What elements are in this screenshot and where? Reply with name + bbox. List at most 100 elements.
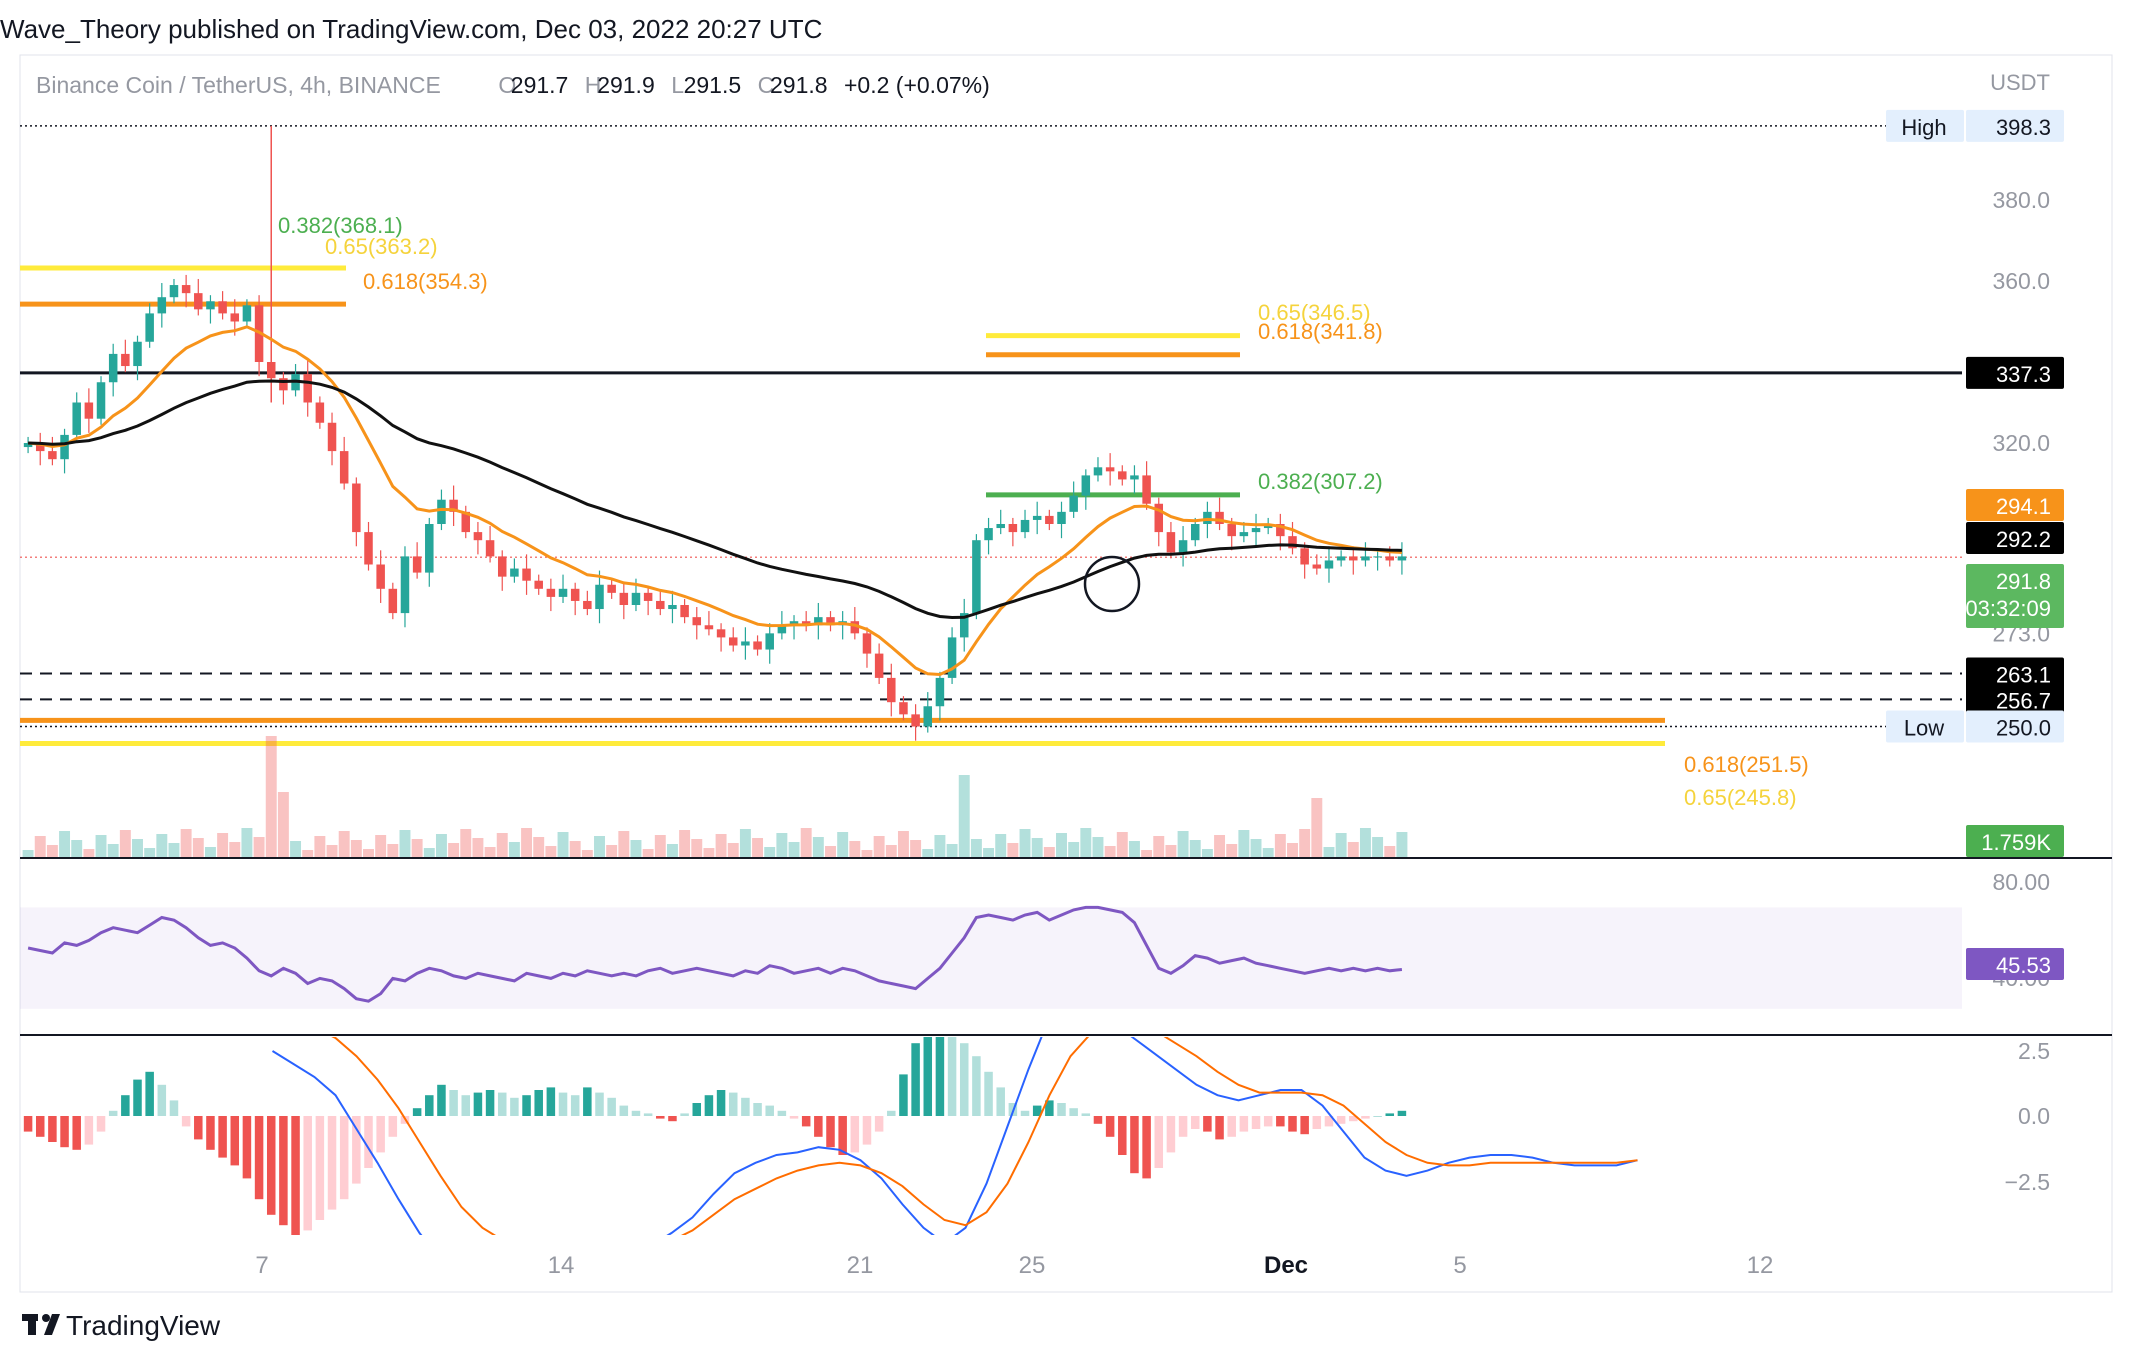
macd-histogram-bar[interactable] [522,1095,531,1116]
candle-body[interactable] [1190,524,1200,541]
macd-histogram-bar[interactable] [1105,1116,1115,1137]
macd-histogram-bar[interactable] [1227,1116,1236,1137]
macd-histogram-bar[interactable] [996,1087,1005,1116]
macd-histogram-bar[interactable] [327,1116,337,1210]
ema-orange-line[interactable] [27,325,1402,677]
candle-body[interactable] [181,285,191,294]
candle-body[interactable] [279,378,288,391]
macd-histogram-bar[interactable] [23,1116,33,1132]
price-tag-294.1[interactable] [1966,489,2064,521]
macd-histogram-bar[interactable] [1336,1116,1346,1124]
macd-histogram-bar[interactable] [218,1116,227,1158]
macd-pane[interactable]: 2.5 0.0 −2.5 [23,999,2050,1272]
candle-body[interactable] [23,443,33,448]
macd-histogram-bar[interactable] [911,1043,920,1116]
macd-histogram-bar[interactable] [461,1095,471,1116]
candle-body[interactable] [911,714,920,727]
macd-histogram-bar[interactable] [1032,1105,1042,1116]
candle-body[interactable] [315,402,325,423]
price-tag-337.3[interactable] [1966,356,2064,389]
candle-body[interactable] [145,313,154,342]
price-tag-292.2[interactable] [1966,522,2064,554]
macd-line[interactable] [271,999,1638,1272]
macd-histogram-bar[interactable] [619,1105,629,1116]
macd-histogram-bar[interactable] [364,1116,373,1168]
candle-body[interactable] [534,580,543,589]
rsi-line[interactable] [27,905,1403,1003]
macd-histogram-bar[interactable] [814,1116,823,1137]
candle-body[interactable] [631,592,641,605]
macd-histogram-bar[interactable] [194,1116,203,1140]
macd-histogram-bar[interactable] [473,1092,483,1116]
macd-histogram-bar[interactable] [339,1116,349,1200]
candle-body[interactable] [169,285,179,298]
candle-body[interactable] [862,633,872,654]
macd-histogram-bar[interactable] [1045,1100,1054,1116]
candle-body[interactable] [801,621,811,626]
candle-body[interactable] [473,532,483,541]
candle-body[interactable] [1312,564,1322,569]
macd-histogram-bar[interactable] [692,1103,702,1116]
macd-histogram-bar[interactable] [1057,1103,1066,1116]
candle-body[interactable] [1154,503,1164,533]
macd-histogram-bar[interactable] [947,1033,957,1116]
macd-histogram-bar[interactable] [376,1116,385,1153]
candle-body[interactable] [121,353,130,367]
candle-body[interactable] [959,613,969,638]
macd-histogram-bar[interactable] [728,1092,738,1116]
macd-histogram-bar[interactable] [765,1105,774,1116]
candle-body[interactable] [1093,467,1103,476]
candle-body[interactable] [1045,515,1054,524]
candle-body[interactable] [1361,556,1370,561]
candle-body[interactable] [364,532,373,565]
candle-body[interactable] [1288,536,1297,549]
candle-body[interactable] [1118,471,1127,480]
macd-histogram-bar[interactable] [935,1022,945,1116]
candle-body[interactable] [1385,556,1395,561]
candle-body[interactable] [619,592,629,605]
candle-body[interactable] [376,564,385,589]
candle-body[interactable] [157,297,167,314]
candle-body[interactable] [1324,560,1334,569]
crossover-circle[interactable] [1083,555,1141,613]
macd-histogram-bar[interactable] [838,1116,847,1155]
candle-body[interactable] [400,556,410,614]
macd-histogram-bar[interactable] [1349,1116,1358,1122]
macd-histogram-bar[interactable] [72,1116,81,1150]
macd-histogram-bar[interactable] [716,1090,726,1116]
macd-histogram-bar[interactable] [412,1108,422,1116]
macd-histogram-bar[interactable] [1118,1116,1127,1155]
candle-body[interactable] [704,625,714,630]
macd-histogram-bar[interactable] [923,1028,933,1116]
macd-histogram-bar[interactable] [1324,1116,1334,1127]
macd-histogram-bar[interactable] [266,1116,276,1215]
macd-histogram-bar[interactable] [437,1084,446,1116]
candle-body[interactable] [558,588,568,597]
macd-histogram-bar[interactable] [668,1116,677,1122]
candle-body[interactable] [1142,475,1151,504]
macd-histogram-bar[interactable] [607,1097,616,1116]
macd-histogram-bar[interactable] [643,1113,653,1116]
macd-histogram-bar[interactable] [291,1116,300,1236]
macd-histogram-bar[interactable] [1020,1110,1030,1116]
candle-body[interactable] [303,374,312,403]
macd-histogram-bar[interactable] [1373,1116,1382,1117]
candle-body[interactable] [327,422,337,452]
macd-histogram-bar[interactable] [1130,1116,1139,1174]
macd-histogram-bar[interactable] [984,1071,993,1116]
macd-histogram-bar[interactable] [35,1116,45,1137]
macd-histogram-bar[interactable] [1300,1116,1309,1135]
macd-histogram-bar[interactable] [899,1074,908,1116]
price-pane[interactable]: 0.382(368.1)0.65(363.2) 0.618(354.3) 0.65(… [20,125,1962,858]
candle-body[interactable] [1032,515,1042,520]
macd-histogram-bar[interactable] [1093,1116,1103,1124]
candle-body[interactable] [1349,556,1358,561]
time-axis[interactable]: 7 14 21 25 Dec 5 12 [255,1252,1773,1279]
price-tag-256.7[interactable] [1966,683,2064,716]
price-tag-398.3[interactable] [1966,109,2064,142]
macd-histogram-bar[interactable] [546,1087,556,1116]
macd-histogram-bar[interactable] [595,1092,604,1116]
macd-histogram-bar[interactable] [826,1116,835,1148]
macd-histogram-bar[interactable] [1190,1116,1200,1129]
